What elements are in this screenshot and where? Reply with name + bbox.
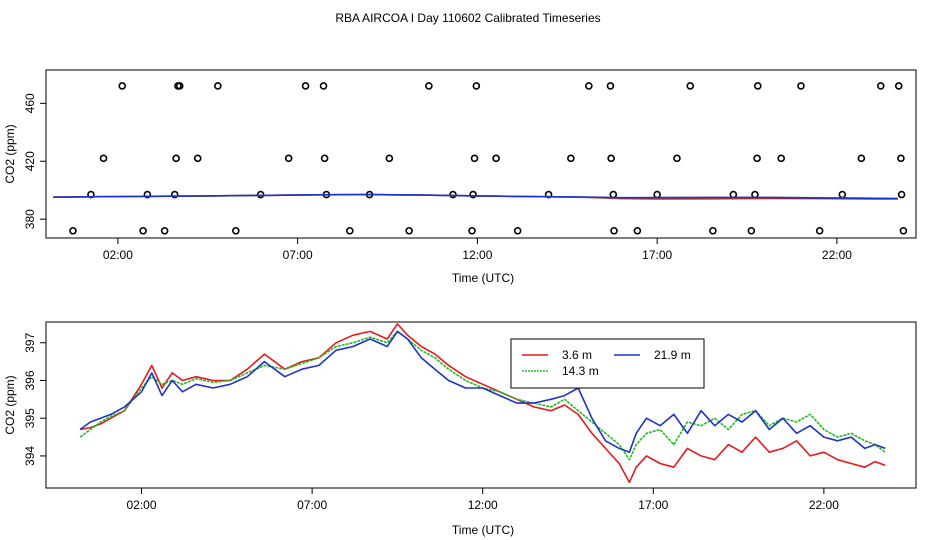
- sample-point: [673, 154, 681, 163]
- legend-label-3.6m: 3.6 m: [562, 348, 592, 362]
- panel-1-lines: [53, 193, 899, 200]
- y-tick-label: 396: [23, 370, 37, 390]
- sample-point: [709, 226, 717, 235]
- sample-point: [894, 82, 903, 90]
- sample-point: [777, 154, 785, 163]
- series-line-21.9m: [53, 193, 899, 200]
- x-tick-label: 12:00: [468, 498, 498, 512]
- legend-label-21.9m: 21.9 m: [654, 348, 691, 362]
- sample-point: [753, 154, 761, 163]
- sample-point: [470, 154, 479, 163]
- sample-point: [118, 82, 127, 90]
- co2-scatter-panel: 02:00 07:00 12:00 17:00 22:00 380 420 460 Time…: [3, 69, 917, 285]
- sample-point: [747, 226, 756, 235]
- series-line-21.9m: [79, 330, 886, 454]
- sample-point: [385, 154, 394, 163]
- sample-point: [256, 190, 265, 199]
- co2-timeseries-panel: 02:00 07:00 12:00 17:00 22:00 394 395 396 397 T…: [3, 321, 917, 537]
- x-tick-label: 17:00: [638, 498, 668, 512]
- sample-point: [175, 82, 184, 90]
- x-tick-label: 07:00: [283, 248, 313, 262]
- sample-point: [472, 82, 481, 90]
- sample-point: [857, 154, 866, 163]
- y-tick-label: 460: [23, 93, 37, 113]
- sample-point: [468, 226, 476, 235]
- sample-point: [838, 190, 847, 199]
- panel-2-y-axis: 394 395 396 397: [23, 332, 46, 466]
- sample-point: [193, 154, 202, 163]
- series-line-14.3m: [79, 330, 886, 461]
- panel-2-x-label: Time (UTC): [452, 523, 514, 537]
- x-tick-label: 02:00: [103, 248, 133, 262]
- sample-point: [143, 190, 152, 199]
- figure-title: RBA AIRCOA I Day 110602 Calibrated Times…: [335, 11, 600, 25]
- panel-1-points: [69, 82, 908, 235]
- sample-point: [607, 154, 615, 163]
- y-tick-label: 420: [23, 151, 37, 171]
- sample-point: [686, 82, 695, 90]
- sample-point: [606, 82, 615, 90]
- sample-point: [897, 190, 906, 199]
- x-tick-label: 17:00: [642, 248, 672, 262]
- y-tick-label: 395: [23, 408, 37, 428]
- sample-point: [405, 226, 413, 235]
- sample-point: [232, 226, 240, 235]
- sample-point: [492, 154, 500, 163]
- y-tick-label: 394: [23, 446, 37, 466]
- panel-1-y-axis: 380 420 460: [23, 93, 46, 229]
- sample-point: [897, 154, 905, 163]
- legend-box: [510, 338, 705, 389]
- sample-point: [69, 226, 77, 235]
- sample-point: [449, 190, 457, 199]
- sample-point: [876, 82, 885, 90]
- sample-point: [653, 190, 661, 199]
- sample-point: [320, 154, 329, 163]
- sample-point: [815, 226, 824, 235]
- sample-point: [425, 82, 433, 90]
- panel-1-x-label: Time (UTC): [452, 271, 514, 285]
- sample-point: [284, 154, 293, 163]
- panel-2-lines: [79, 323, 886, 484]
- panel-1-x-axis: 02:00 07:00 12:00 17:00 22:00: [103, 238, 852, 262]
- series-line-3.6m: [79, 323, 886, 484]
- x-tick-label: 22:00: [822, 248, 852, 262]
- sample-point: [797, 82, 805, 90]
- sample-point: [899, 226, 908, 235]
- sample-point: [585, 82, 593, 90]
- sample-point: [99, 154, 108, 163]
- sample-point: [214, 82, 222, 90]
- sample-point: [754, 82, 762, 90]
- sample-point: [345, 226, 354, 235]
- x-tick-label: 22:00: [809, 498, 839, 512]
- panel-1-y-label: CO2 (ppm): [3, 124, 17, 183]
- legend: 3.6 m 21.9 m 14.3 m: [510, 338, 705, 389]
- sample-point: [172, 154, 180, 163]
- panel-2-y-label: CO2 (ppm): [3, 375, 17, 434]
- sample-point: [567, 154, 575, 163]
- panel-1-frame: [45, 69, 917, 239]
- sample-point: [139, 226, 147, 235]
- sample-point: [633, 226, 642, 235]
- sample-point: [319, 82, 328, 90]
- x-tick-label: 07:00: [297, 498, 327, 512]
- legend-label-14.3m: 14.3 m: [562, 364, 599, 378]
- y-tick-label: 380: [23, 209, 37, 229]
- y-tick-label: 397: [23, 332, 37, 352]
- x-tick-label: 12:00: [462, 248, 492, 262]
- sample-point: [170, 190, 179, 199]
- sample-point: [301, 82, 310, 90]
- panel-2-frame: [45, 321, 917, 489]
- x-tick-label: 02:00: [127, 498, 157, 512]
- sample-point: [610, 226, 618, 235]
- panel-2-x-axis: 02:00 07:00 12:00 17:00 22:00: [127, 488, 839, 512]
- sample-point: [609, 190, 618, 199]
- sample-point: [160, 226, 169, 235]
- sample-point: [513, 226, 522, 235]
- sample-point: [469, 190, 477, 199]
